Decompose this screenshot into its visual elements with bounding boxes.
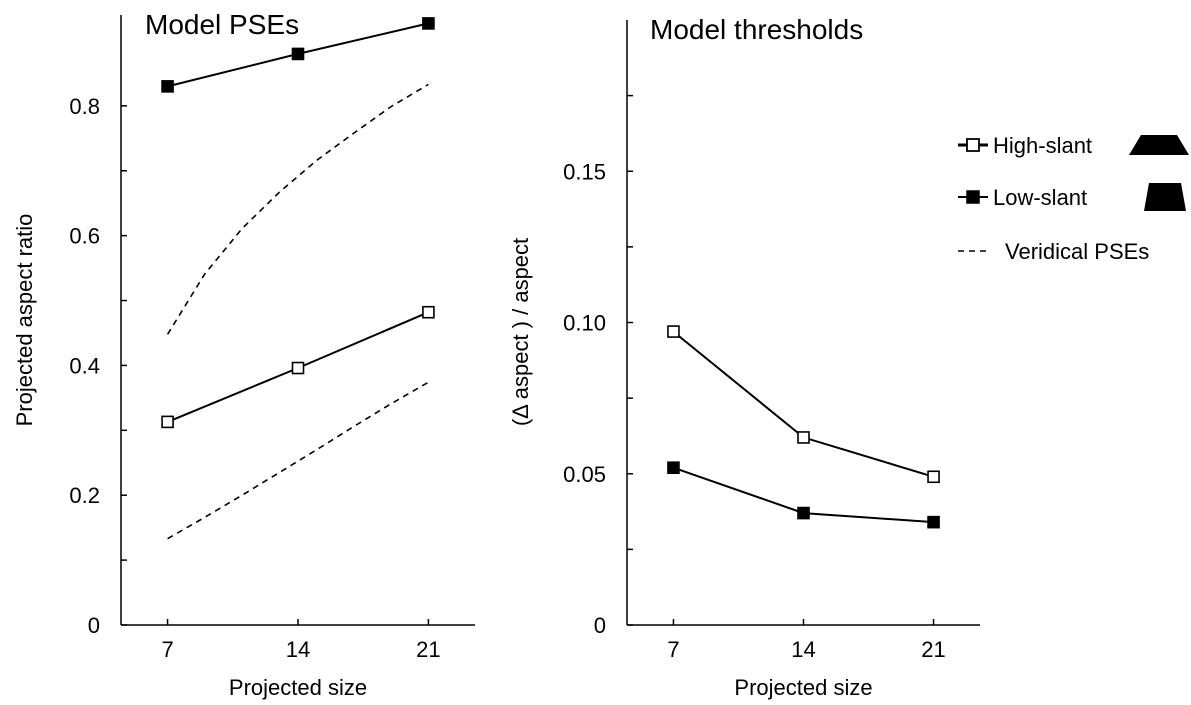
y-tick-label: 0.2 (69, 483, 100, 508)
data-point-low-slant (161, 80, 174, 93)
y-tick-label: 0 (594, 613, 606, 638)
y-tick-label: 0.8 (69, 94, 100, 119)
y-tick-label: 0.05 (563, 462, 606, 487)
series-line-high-slant-0 (672, 330, 934, 478)
data-point-high-slant (161, 415, 174, 429)
y-axis-label: Projected aspect ratio (12, 214, 37, 427)
data-point-high-slant (667, 325, 680, 338)
low-slant-trapezoid-icon (1144, 183, 1186, 211)
legend-item-veridical-pses: Veridical PSEs (958, 239, 1149, 264)
series-line-veridical-pses-3 (167, 381, 429, 540)
chart-title: Model thresholds (650, 14, 863, 45)
data-point-low-slant (797, 506, 810, 520)
chart-title: Model PSEs (145, 9, 299, 40)
x-tick-label: 7 (667, 637, 679, 662)
data-point-low-slant (422, 17, 435, 30)
y-tick-label: 0 (88, 613, 100, 638)
x-tick-label: 14 (791, 637, 815, 662)
data-point-high-slant (291, 361, 305, 375)
legend-label-veridical-pses: Veridical PSEs (1005, 239, 1149, 264)
y-tick-label: 0.6 (69, 224, 100, 249)
x-tick-label: 21 (921, 637, 945, 662)
legend-marker-low-slant (966, 190, 980, 204)
x-axis-label: Projected size (229, 675, 367, 700)
data-point-low-slant (667, 461, 680, 475)
legend-marker-high-slant (966, 138, 980, 152)
data-point-low-slant (927, 515, 940, 529)
legend-label-low-slant: Low-slant (993, 185, 1087, 210)
high-slant-trapezoid-icon (1129, 135, 1189, 155)
series-line-veridical-pses-2 (166, 83, 429, 335)
legend-label-high-slant: High-slant (993, 133, 1092, 158)
data-point-low-slant (291, 47, 305, 61)
y-tick-label: 0.15 (563, 159, 606, 184)
y-axis-label: (Δ aspect ) / aspect (508, 238, 533, 426)
legend-item-high-slant: High-slant (958, 133, 1189, 158)
data-point-high-slant (927, 470, 940, 484)
x-axis-label: Projected size (734, 675, 872, 700)
x-tick-label: 7 (161, 637, 173, 662)
legend: High-slant Low-slant Veridical PSEs (958, 133, 1189, 264)
legend-item-low-slant: Low-slant (958, 183, 1186, 211)
x-tick-label: 14 (286, 637, 310, 662)
y-tick-label: 0.10 (563, 311, 606, 336)
x-tick-label: 21 (416, 637, 440, 662)
data-point-high-slant (797, 431, 810, 444)
y-tick-label: 0.4 (69, 353, 100, 378)
panel-model-pses: 0 0.2 0.4 0.6 0.8 7 14 21 Model PSEs Projected si… (12, 9, 475, 700)
data-point-high-slant (422, 305, 435, 319)
panel-model-thresholds: 0 0.05 0.10 0.15 7 14 21 Model thresholds Projec… (508, 14, 980, 700)
